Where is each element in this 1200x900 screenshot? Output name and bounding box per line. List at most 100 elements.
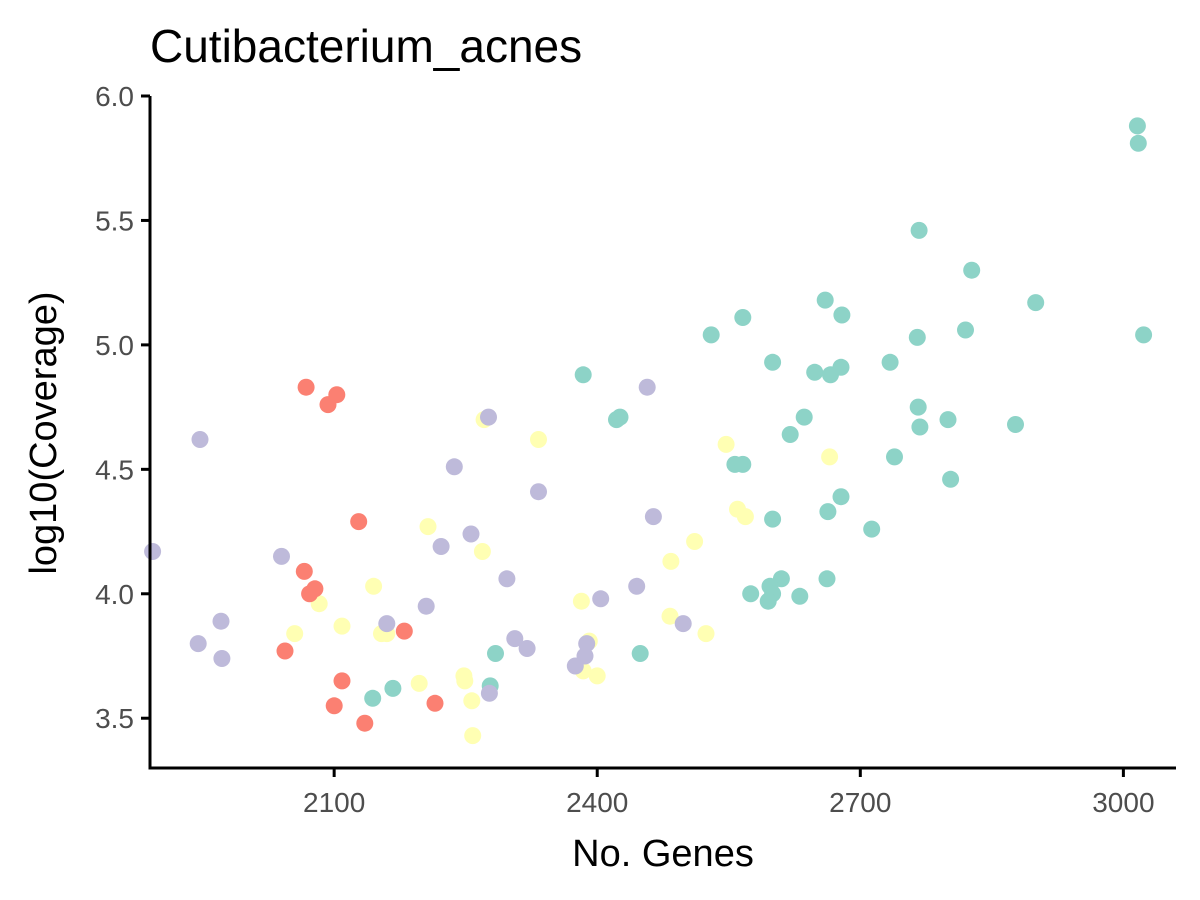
data-point xyxy=(942,470,960,488)
data-point xyxy=(908,328,926,346)
data-point xyxy=(833,306,851,324)
data-point xyxy=(818,570,836,588)
points-layer xyxy=(144,117,1153,745)
data-point xyxy=(939,411,957,429)
data-point xyxy=(410,674,428,692)
data-point xyxy=(759,592,777,610)
y-axis-label: log10(Coverage) xyxy=(23,291,65,574)
data-point xyxy=(276,642,294,660)
data-point xyxy=(462,525,480,543)
data-point xyxy=(301,585,319,603)
data-point xyxy=(432,538,450,555)
data-point xyxy=(832,488,850,506)
data-point xyxy=(781,426,799,443)
data-point xyxy=(464,727,482,745)
y-tick-label: 3.5 xyxy=(95,703,134,734)
data-point xyxy=(1128,117,1146,135)
data-point xyxy=(1007,416,1024,433)
data-point xyxy=(378,615,396,633)
data-point xyxy=(697,625,715,643)
y-tick-label: 4.0 xyxy=(95,579,134,610)
x-axis-label: No. Genes xyxy=(572,833,754,875)
data-point xyxy=(506,630,524,648)
data-point xyxy=(295,562,313,580)
data-point xyxy=(333,672,351,690)
data-point xyxy=(819,503,837,521)
data-point xyxy=(356,714,374,732)
data-point xyxy=(863,520,881,538)
data-point xyxy=(518,640,536,657)
data-point xyxy=(806,363,824,381)
data-point xyxy=(191,431,209,448)
data-point xyxy=(286,625,304,643)
data-point xyxy=(736,508,754,526)
data-point xyxy=(662,552,680,570)
x-tick-label: 2100 xyxy=(303,787,365,818)
data-point xyxy=(480,684,498,702)
data-point xyxy=(631,645,649,662)
data-point xyxy=(364,689,382,707)
data-point xyxy=(791,587,809,605)
data-point xyxy=(578,635,596,653)
data-point xyxy=(686,533,704,550)
data-point xyxy=(1027,294,1045,312)
data-point xyxy=(417,597,435,615)
data-point xyxy=(456,672,474,690)
data-point xyxy=(395,622,413,640)
data-point xyxy=(628,577,646,595)
data-point xyxy=(273,547,290,565)
data-point xyxy=(1135,326,1153,344)
data-point xyxy=(764,353,782,371)
data-point xyxy=(333,617,351,635)
data-point xyxy=(816,291,834,309)
data-point xyxy=(473,543,491,560)
x-tick-label: 2400 xyxy=(566,787,628,818)
data-point xyxy=(350,513,368,531)
data-point xyxy=(212,612,230,630)
data-point xyxy=(498,570,516,588)
data-point xyxy=(566,657,584,675)
data-point xyxy=(426,694,444,712)
data-point xyxy=(592,590,610,608)
data-point xyxy=(674,615,692,633)
data-point xyxy=(661,607,679,625)
data-point xyxy=(957,321,974,339)
data-point xyxy=(1129,134,1147,152)
data-point xyxy=(910,221,928,239)
data-point xyxy=(963,261,981,279)
data-point xyxy=(365,577,383,595)
data-point xyxy=(419,518,437,536)
chart-title: Cutibacterium_acnes xyxy=(150,20,582,72)
y-tick-label: 5.5 xyxy=(95,205,134,236)
data-point xyxy=(832,358,850,376)
data-point xyxy=(144,543,162,560)
data-point xyxy=(881,353,899,371)
data-point xyxy=(734,309,752,326)
data-point xyxy=(530,431,547,448)
data-point xyxy=(717,435,735,453)
data-point xyxy=(480,408,497,426)
y-tick-label: 4.5 xyxy=(95,454,134,485)
data-point xyxy=(886,448,903,466)
data-point xyxy=(445,458,463,476)
data-point xyxy=(572,592,590,610)
data-point xyxy=(742,585,760,603)
y-tick-label: 5.0 xyxy=(95,330,134,361)
data-point xyxy=(821,448,839,466)
data-point xyxy=(189,635,207,653)
data-point xyxy=(764,510,782,528)
data-point xyxy=(911,418,929,436)
y-tick-label: 6.0 xyxy=(95,81,134,112)
x-tick-label: 2700 xyxy=(829,787,891,818)
data-point xyxy=(588,667,606,685)
data-point xyxy=(909,398,927,416)
data-point xyxy=(325,697,343,715)
data-point xyxy=(795,408,813,426)
data-point xyxy=(638,378,656,396)
data-point xyxy=(384,679,402,697)
y-axis-ticks: 3.5 4.0 4.5 5.0 5.5 6.0 xyxy=(95,81,150,734)
data-point xyxy=(644,508,662,526)
data-point xyxy=(611,408,629,426)
data-point xyxy=(463,692,481,710)
